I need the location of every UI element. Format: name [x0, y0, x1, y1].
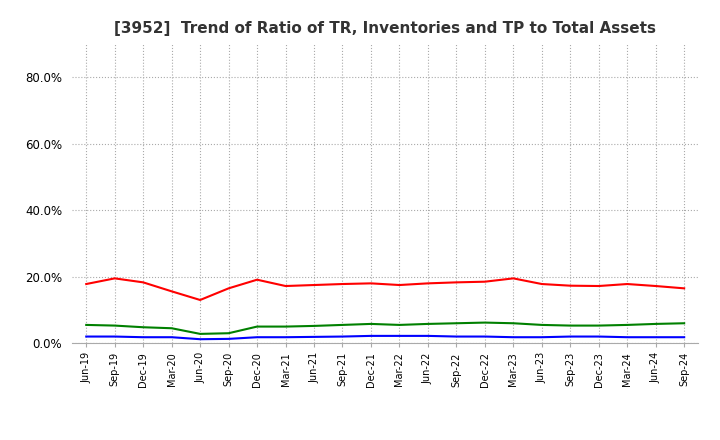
- Trade Receivables: [595, 283, 603, 289]
- Inventories: [310, 334, 318, 340]
- Trade Receivables: [366, 281, 375, 286]
- Trade Receivables: [423, 281, 432, 286]
- Trade Payables: [452, 321, 461, 326]
- Inventories: [452, 334, 461, 339]
- Trade Payables: [537, 322, 546, 327]
- Line: Trade Receivables: Trade Receivables: [86, 279, 684, 300]
- Trade Receivables: [82, 282, 91, 287]
- Trade Receivables: [652, 283, 660, 289]
- Trade Payables: [395, 322, 404, 327]
- Trade Payables: [566, 323, 575, 328]
- Trade Payables: [595, 323, 603, 328]
- Inventories: [595, 334, 603, 339]
- Inventories: [366, 333, 375, 338]
- Trade Payables: [680, 321, 688, 326]
- Trade Payables: [509, 321, 518, 326]
- Inventories: [253, 334, 261, 340]
- Trade Payables: [623, 322, 631, 327]
- Trade Payables: [139, 325, 148, 330]
- Trade Payables: [480, 320, 489, 325]
- Trade Receivables: [680, 286, 688, 291]
- Trade Receivables: [225, 286, 233, 291]
- Trade Receivables: [509, 276, 518, 281]
- Inventories: [282, 334, 290, 340]
- Inventories: [480, 334, 489, 339]
- Trade Receivables: [537, 282, 546, 287]
- Trade Payables: [338, 322, 347, 327]
- Line: Trade Payables: Trade Payables: [86, 323, 684, 334]
- Trade Receivables: [566, 283, 575, 288]
- Trade Payables: [225, 330, 233, 336]
- Trade Receivables: [196, 297, 204, 303]
- Trade Payables: [110, 323, 119, 328]
- Inventories: [623, 334, 631, 340]
- Trade Payables: [196, 331, 204, 337]
- Trade Payables: [82, 322, 91, 327]
- Trade Receivables: [110, 276, 119, 281]
- Inventories: [139, 334, 148, 340]
- Trade Payables: [310, 323, 318, 329]
- Line: Inventories: Inventories: [86, 336, 684, 339]
- Inventories: [423, 333, 432, 338]
- Inventories: [225, 336, 233, 341]
- Inventories: [509, 334, 518, 340]
- Inventories: [680, 334, 688, 340]
- Trade Payables: [423, 321, 432, 326]
- Inventories: [652, 334, 660, 340]
- Trade Receivables: [480, 279, 489, 284]
- Trade Receivables: [282, 283, 290, 289]
- Trade Payables: [652, 321, 660, 326]
- Inventories: [110, 334, 119, 339]
- Trade Payables: [253, 324, 261, 329]
- Trade Receivables: [395, 282, 404, 288]
- Trade Payables: [167, 326, 176, 331]
- Inventories: [537, 334, 546, 340]
- Trade Receivables: [452, 280, 461, 285]
- Inventories: [566, 334, 575, 339]
- Trade Receivables: [253, 277, 261, 282]
- Inventories: [338, 334, 347, 339]
- Inventories: [395, 333, 404, 338]
- Trade Receivables: [167, 289, 176, 294]
- Trade Receivables: [310, 282, 318, 288]
- Inventories: [82, 334, 91, 339]
- Inventories: [196, 337, 204, 342]
- Title: [3952]  Trend of Ratio of TR, Inventories and TP to Total Assets: [3952] Trend of Ratio of TR, Inventories…: [114, 21, 656, 36]
- Trade Receivables: [338, 282, 347, 287]
- Trade Receivables: [139, 280, 148, 285]
- Trade Payables: [366, 321, 375, 326]
- Trade Payables: [282, 324, 290, 329]
- Inventories: [167, 334, 176, 340]
- Trade Receivables: [623, 282, 631, 287]
